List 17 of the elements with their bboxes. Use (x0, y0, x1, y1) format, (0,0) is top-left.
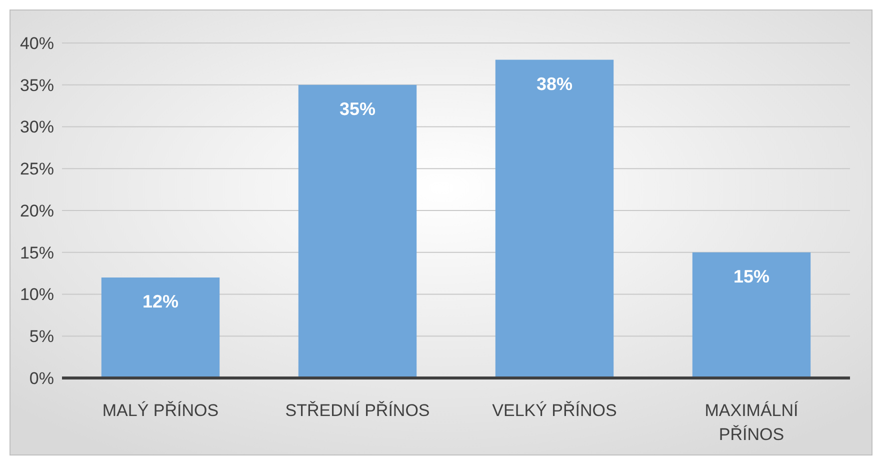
x-tick-label: MALÝ PŘÍNOS (102, 401, 219, 420)
data-label: 15% (733, 266, 770, 286)
y-tick-label: 40% (20, 34, 54, 53)
x-tick-label: VELKÝ PŘÍNOS (492, 401, 617, 420)
y-tick-label: 5% (29, 327, 54, 346)
data-label: 12% (142, 292, 179, 312)
y-tick-label: 10% (20, 285, 54, 304)
y-tick-label: 35% (20, 76, 54, 95)
x-tick-label: STŘEDNÍ PŘÍNOS (285, 401, 430, 420)
y-tick-label: 0% (29, 368, 54, 388)
y-tick-label: 15% (20, 243, 54, 262)
y-tick-label: 25% (20, 160, 54, 179)
data-label: 35% (339, 98, 376, 119)
data-label: 38% (536, 74, 573, 94)
x-tick-label: MAXIMÁLNÍ PŘÍNOS (704, 401, 799, 444)
y-tick-label: 30% (20, 118, 54, 137)
y-tick-label: 20% (20, 201, 54, 220)
